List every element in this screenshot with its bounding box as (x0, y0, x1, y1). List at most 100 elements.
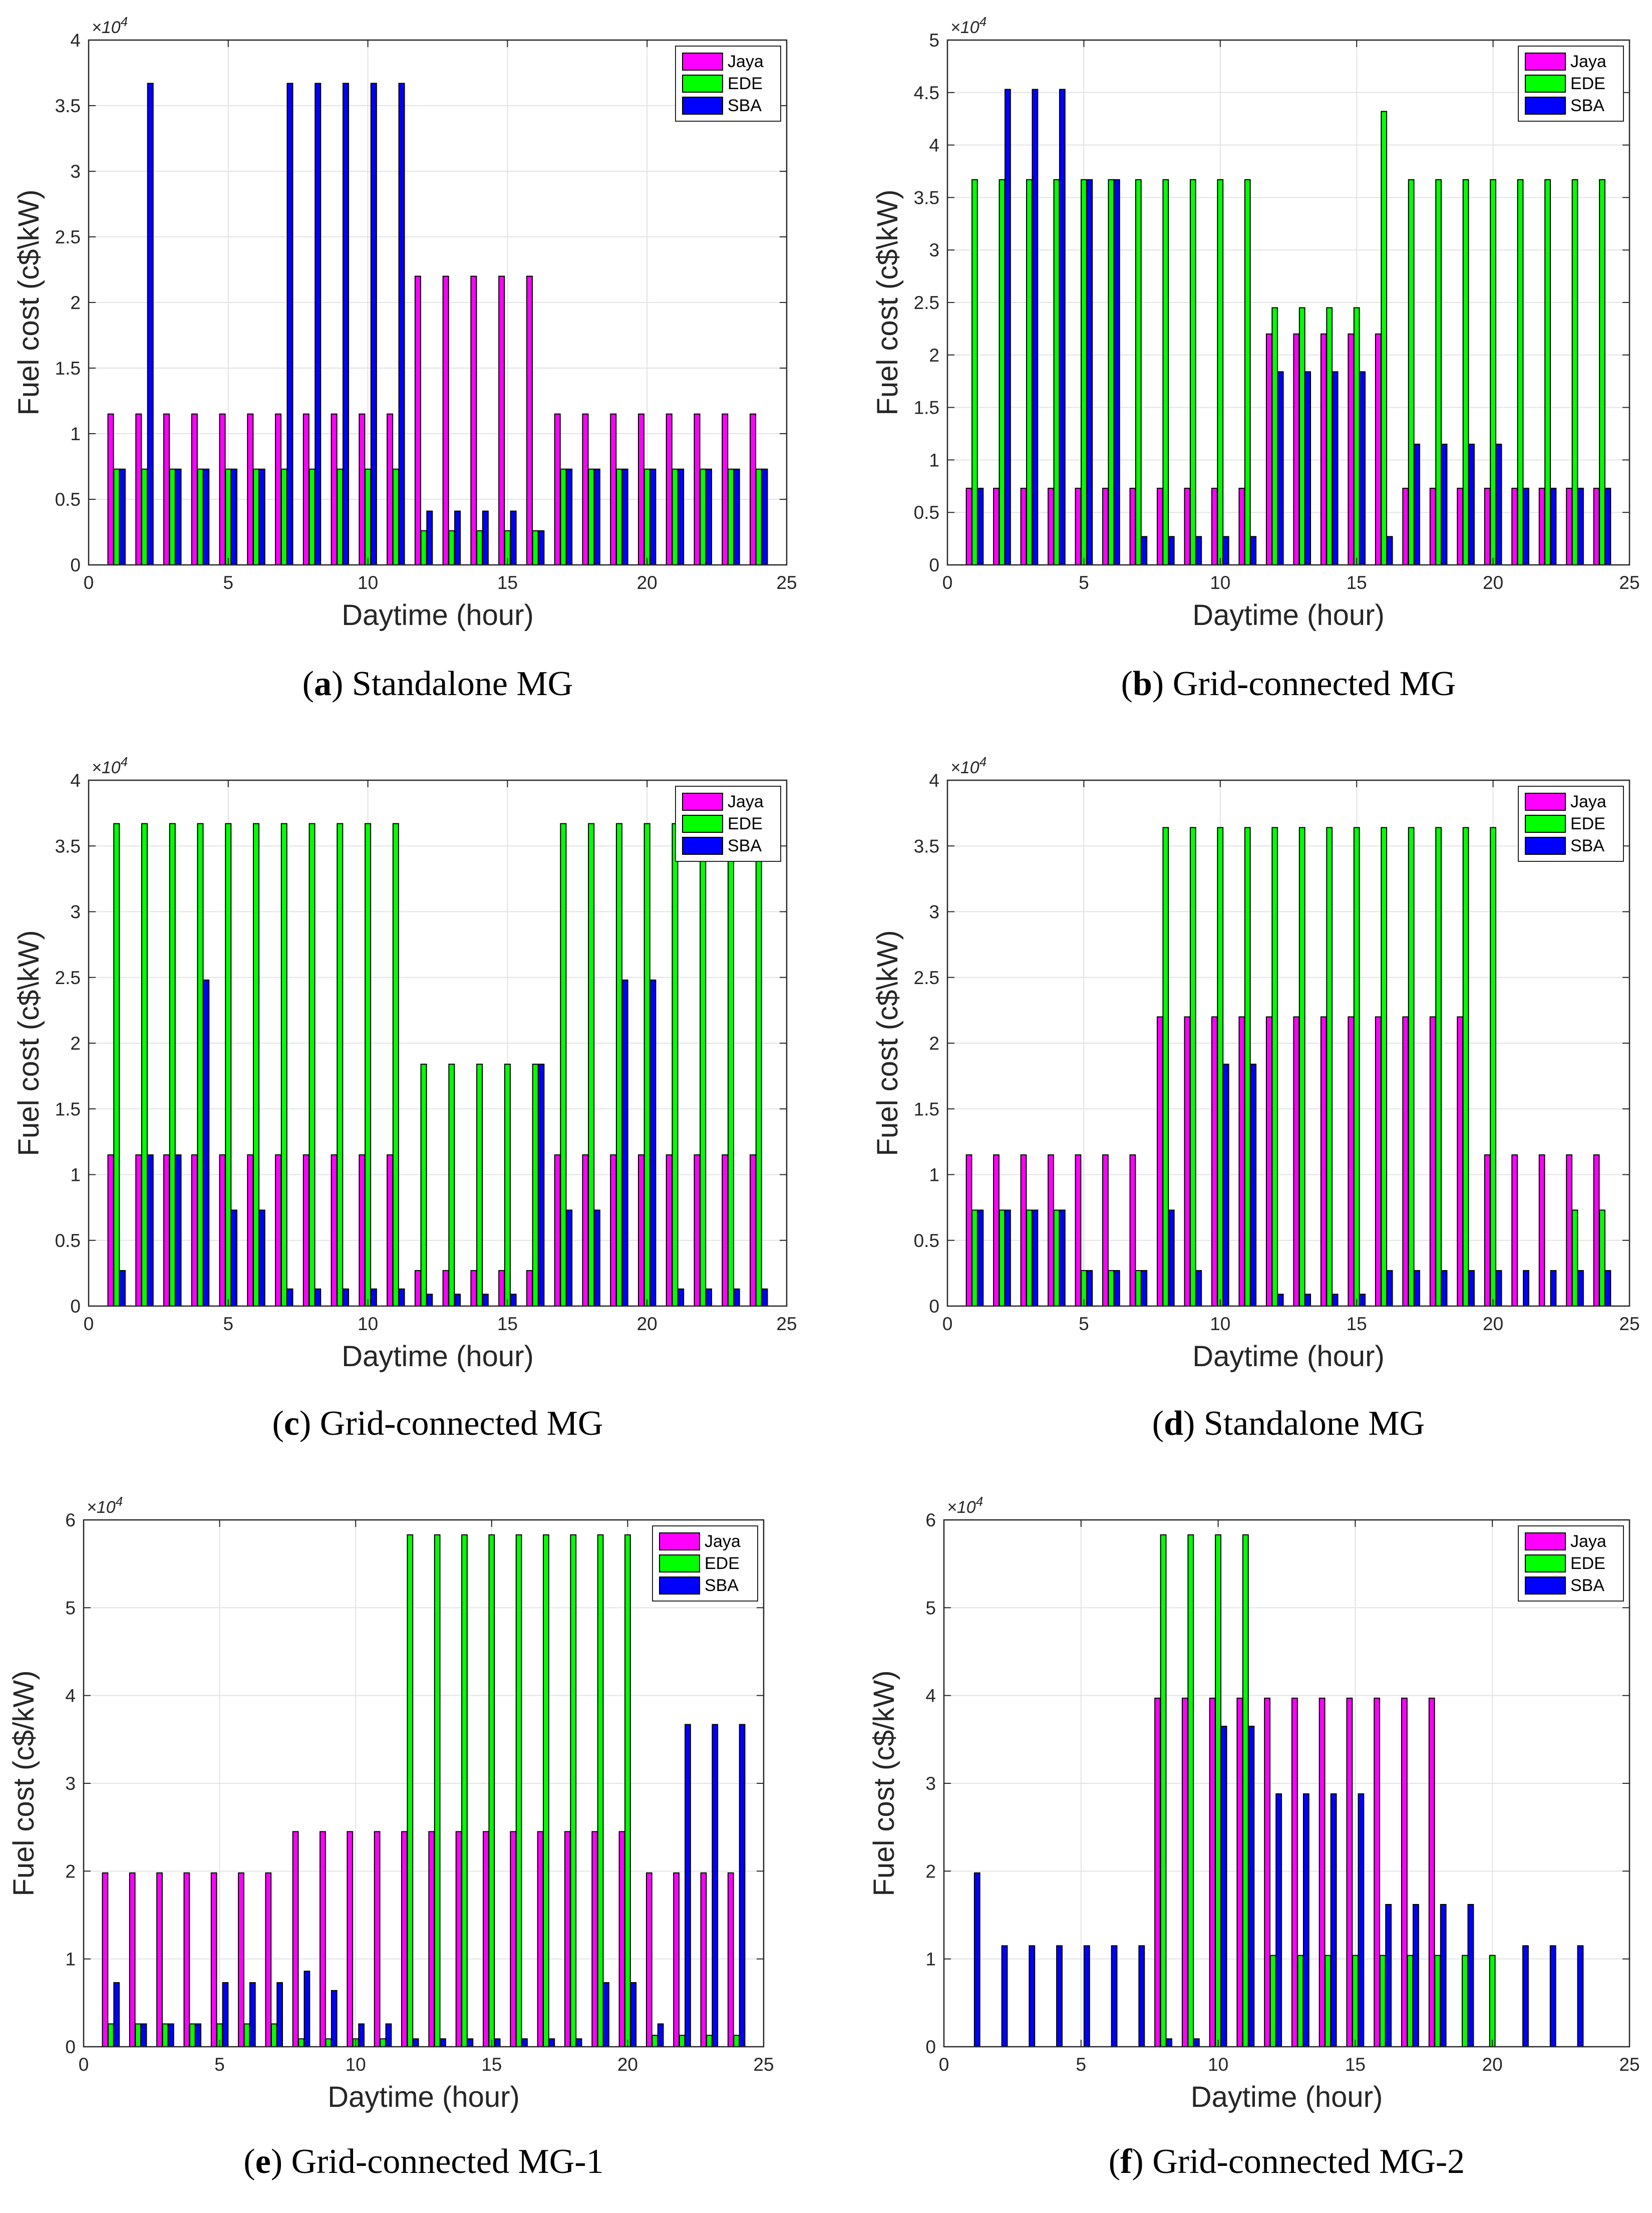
bar-ede-hour-2 (135, 2023, 142, 2047)
bar-sba-hour-22 (705, 1288, 712, 1307)
bar-ede-hour-17 (560, 823, 567, 1307)
chart-panel-e: 0 1 2 3 4 5 6 0 5 10 15 20 25 ×104 Daytime (hour) Fuel … (8, 1494, 774, 2181)
x-tick-label: 20 (1482, 2054, 1503, 2075)
bar-jaya-hour-21 (666, 1154, 673, 1307)
bar-sba-hour-18 (1441, 1270, 1448, 1307)
bar-jaya-hour-16 (526, 1270, 533, 1307)
bar-jaya-hour-10 (1211, 487, 1218, 565)
bar-sba-hour-17 (566, 1209, 573, 1307)
x-tick-label: 10 (358, 1314, 378, 1334)
bar-sba-hour-1 (113, 1982, 120, 2048)
legend: Jaya EDE SBA (1518, 786, 1624, 862)
bar-sba-hour-12 (1277, 1294, 1284, 1307)
bar-jaya-hour-19 (610, 413, 617, 565)
bar-ede-hour-22 (1544, 179, 1551, 565)
legend-swatch-ede (659, 1554, 700, 1572)
bar-sba-hour-24 (761, 468, 768, 565)
bar-jaya-hour-4 (1048, 1154, 1054, 1307)
bar-sba-hour-1 (119, 1270, 126, 1307)
bar-jaya-hour-17 (1402, 1016, 1409, 1307)
bar-ede-hour-6 (243, 2023, 250, 2047)
bar-jaya-hour-22 (1538, 487, 1545, 565)
bar-sba-hour-3 (175, 1154, 182, 1307)
bar-sba-hour-19 (621, 980, 628, 1307)
bar-jaya-hour-13 (1293, 333, 1300, 565)
bar-jaya-hour-22 (694, 1154, 701, 1307)
bar-sba-hour-14 (482, 510, 489, 566)
y-tick-label: 1 (70, 1165, 81, 1185)
bar-jaya-hour-6 (1102, 1154, 1109, 1307)
legend-label-sba: SBA (728, 836, 762, 855)
bar-ede-hour-7 (280, 823, 287, 1307)
legend-swatch-jaya (682, 793, 723, 811)
bar-jaya-hour-13 (1293, 1016, 1300, 1307)
bar-ede-hour-20 (1490, 179, 1496, 565)
bar-jaya-hour-18 (582, 413, 589, 565)
bar-ede-hour-7 (280, 468, 287, 565)
x-tick-label: 10 (1208, 2054, 1228, 2075)
chart-panel-d: 0 0.5 1 1.5 2 2.5 3 3.5 4 0 5 10 15 20 25 ×104 Daytime (… (871, 754, 1640, 1443)
y-tick-label: 3 (70, 902, 81, 922)
bar-sba-hour-7 (1138, 1945, 1145, 2048)
bar-jaya-hour-18 (1428, 1697, 1435, 2047)
bar-sba-hour-8 (314, 1288, 321, 1307)
x-tick-label: 15 (497, 572, 518, 593)
bar-jaya-hour-5 (219, 1154, 226, 1307)
bar-sba-hour-5 (222, 1982, 229, 2048)
bar-jaya-hour-7 (1129, 487, 1136, 565)
bar-jaya-hour-19 (1457, 1016, 1464, 1307)
bar-sba-hour-15 (1359, 371, 1366, 566)
bar-ede-hour-2 (999, 1209, 1006, 1307)
bar-sba-hour-13 (1304, 1294, 1311, 1307)
bar-jaya-hour-14 (455, 1831, 462, 2047)
bar-jaya-hour-20 (637, 1154, 644, 1307)
bar-jaya-hour-2 (993, 487, 1000, 565)
bar-sba-hour-3 (168, 2023, 174, 2047)
y-axis-label: Fuel cost (c$\kW) (13, 189, 45, 415)
bar-sba-hour-22 (1549, 1945, 1556, 2048)
bar-jaya-hour-21 (1511, 1154, 1518, 1307)
bar-sba-hour-13 (454, 1294, 461, 1307)
bar-ede-hour-15 (504, 1064, 511, 1307)
bar-jaya-hour-7 (265, 1872, 272, 2048)
bar-jaya-hour-23 (1566, 487, 1572, 565)
bar-sba-hour-21 (1523, 487, 1529, 565)
bar-sba-hour-20 (1495, 1270, 1502, 1307)
y-tick-label: 2 (929, 345, 939, 366)
y-tick-label: 0.5 (914, 502, 939, 523)
bar-sba-hour-22 (705, 468, 712, 565)
bar-ede-hour-16 (1379, 1955, 1386, 2047)
bar-ede-hour-6 (1108, 1270, 1115, 1307)
bar-sba-hour-12 (426, 510, 433, 566)
bar-ede-hour-13 (434, 1534, 441, 2048)
bar-sba-hour-14 (1332, 1294, 1339, 1307)
y-tick-label: 3 (65, 1773, 76, 1794)
bar-jaya-hour-12 (1265, 333, 1272, 565)
bar-jaya-hour-10 (359, 413, 366, 565)
bar-ede-hour-19 (615, 823, 622, 1307)
bar-jaya-hour-3 (1020, 1154, 1027, 1307)
panel-caption: (c) Grid-connected MG (272, 1404, 603, 1443)
y-tick-label: 3 (929, 902, 939, 922)
bar-sba-hour-18 (575, 2038, 582, 2047)
y-tick-label: 1 (70, 424, 81, 444)
y-tick-label: 2.5 (914, 292, 939, 313)
y-tick-label: 4.5 (914, 83, 939, 103)
bar-jaya-hour-11 (1238, 1016, 1245, 1307)
bar-jaya-hour-12 (414, 1270, 421, 1307)
y-tick-label: 6 (65, 1510, 76, 1530)
bar-ede-hour-23 (1571, 179, 1578, 565)
bar-jaya-hour-12 (1264, 1697, 1271, 2047)
bar-sba-hour-13 (1304, 371, 1311, 566)
bar-ede-hour-20 (1490, 827, 1496, 1307)
y-tick-label: 2 (925, 1861, 936, 1881)
bar-ede-hour-24 (733, 2035, 740, 2047)
bar-sba-hour-2 (140, 2023, 147, 2047)
bar-jaya-hour-20 (618, 1831, 625, 2047)
legend-label-jaya: Jaya (1570, 1532, 1606, 1551)
bar-ede-hour-23 (706, 2035, 713, 2047)
bar-sba-hour-19 (603, 1982, 609, 2048)
bar-jaya-hour-23 (1566, 1154, 1572, 1307)
bar-sba-hour-21 (1523, 1270, 1529, 1307)
bar-sba-hour-3 (175, 468, 182, 565)
